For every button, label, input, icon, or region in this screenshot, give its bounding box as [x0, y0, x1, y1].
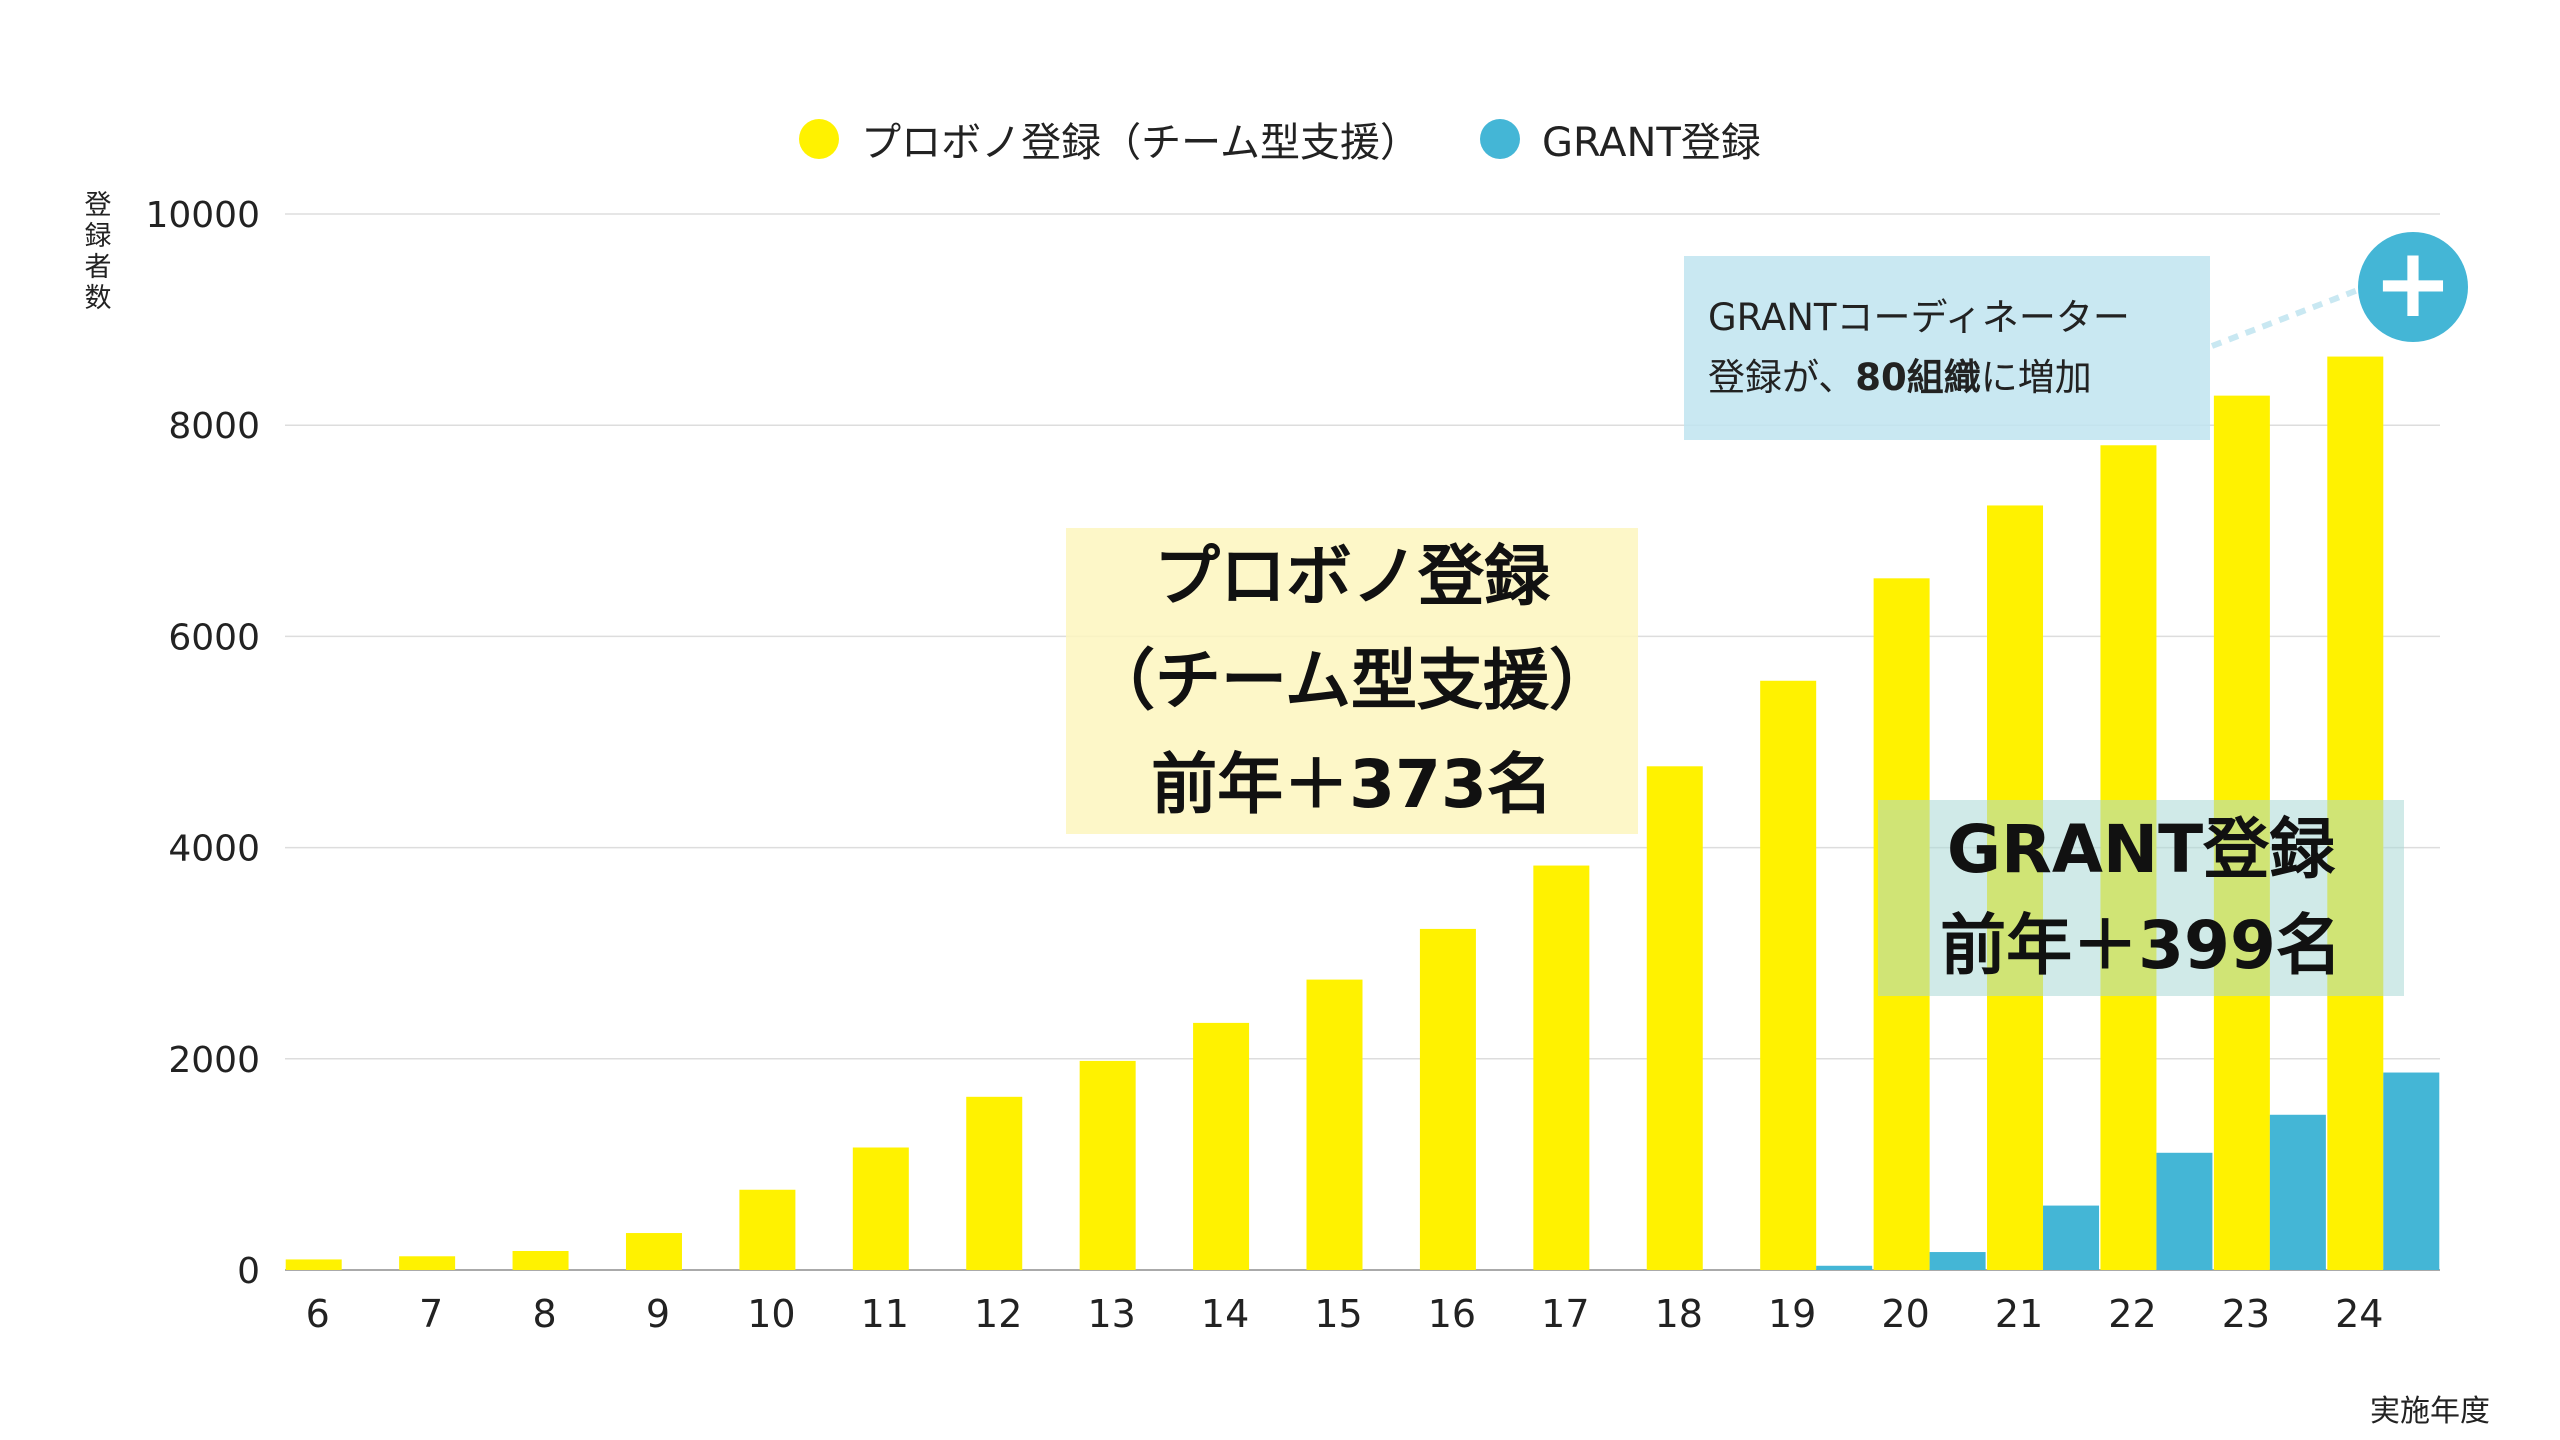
annotation-coordinator-line2: 登録が、80組織に増加: [1708, 348, 2092, 408]
y-axis-label: 登録者数: [78, 190, 118, 314]
legend: プロボノ登録（チーム型支援） GRANT登録: [0, 110, 2560, 168]
x-axis-label: 実施年度: [2370, 1394, 2490, 1429]
x-tick-label: 20: [1881, 1292, 1929, 1336]
bar-grant: [1929, 1252, 1986, 1270]
x-tick-label: 22: [2108, 1292, 2156, 1336]
bar-probono: [399, 1256, 456, 1270]
legend-swatch-grant: [1479, 119, 1520, 159]
x-tick-label: 6: [306, 1292, 330, 1336]
y-tick-label: 2000: [168, 1040, 260, 1081]
bar-grant: [1816, 1265, 1873, 1270]
annotation-grant: GRANT登録 前年＋399名: [1878, 800, 2404, 996]
bar-probono: [512, 1250, 569, 1270]
y-tick-label: 6000: [168, 617, 260, 658]
x-tick-label: 18: [1655, 1292, 1703, 1336]
annotation-probono-line3: 前年＋373名: [1151, 746, 1553, 823]
y-tick-label: 0: [237, 1251, 260, 1292]
x-tick-label: 9: [646, 1292, 670, 1336]
y-axis-label-char: 者: [84, 252, 112, 283]
bar-grant: [2269, 1114, 2326, 1270]
x-tick-label: 17: [1541, 1292, 1589, 1336]
y-axis-label-char: 録: [84, 221, 112, 252]
x-tick-label: 8: [532, 1292, 556, 1336]
annotation-coordinator-suffix: に増加: [1980, 356, 2092, 399]
x-tick-label: 19: [1768, 1292, 1816, 1336]
connector-line: [2210, 287, 2360, 349]
x-tick-label: 11: [861, 1292, 909, 1336]
bar-probono: [1646, 766, 1703, 1270]
bar-probono: [1760, 680, 1817, 1270]
bar-probono: [1306, 979, 1363, 1270]
y-tick-label: 10000: [145, 195, 260, 236]
legend-label-grant: GRANT登録: [1541, 120, 1761, 166]
annotation-coordinator-count: 80組織: [1855, 356, 1981, 399]
plus-icon[interactable]: +: [2358, 232, 2468, 342]
x-tick-label: 15: [1314, 1292, 1362, 1336]
bar-probono: [1533, 865, 1590, 1270]
y-axis-label-char: 登: [84, 190, 112, 221]
legend-item-probono: プロボノ登録（チーム型支援）: [799, 110, 1420, 168]
bar-probono: [852, 1147, 909, 1270]
x-tick-label: 14: [1201, 1292, 1249, 1336]
bar-probono: [739, 1189, 796, 1270]
annotation-probono: プロボノ登録 （チーム型支援） 前年＋373名: [1066, 528, 1638, 834]
annotation-coordinator: GRANTコーディネーター 登録が、80組織に増加: [1684, 256, 2210, 440]
legend-label-probono: プロボノ登録（チーム型支援）: [861, 120, 1420, 166]
legend-swatch-probono: [799, 119, 840, 159]
y-tick-label: 4000: [168, 829, 260, 870]
x-tick-label: 7: [419, 1292, 443, 1336]
bar-probono: [285, 1259, 342, 1270]
x-tick-label: 12: [974, 1292, 1022, 1336]
x-tick-label: 13: [1087, 1292, 1135, 1336]
annotation-probono-line1: プロボノ登録: [1154, 538, 1550, 615]
y-axis-label-char: 数: [84, 283, 112, 314]
legend-item-grant: GRANT登録: [1479, 110, 1761, 168]
x-tick-label: 24: [2335, 1292, 2383, 1336]
bar-probono: [966, 1096, 1023, 1270]
annotation-coordinator-line1: GRANTコーディネーター: [1708, 296, 2130, 339]
annotation-probono-line2: （チーム型支援）: [1088, 642, 1616, 719]
bar-probono: [1193, 1022, 1250, 1270]
bar-probono: [1079, 1060, 1136, 1270]
y-tick-label: 8000: [168, 406, 260, 447]
x-tick-label: 23: [2222, 1292, 2270, 1336]
x-tick-label: 16: [1428, 1292, 1476, 1336]
bar-probono: [1419, 928, 1476, 1270]
annotation-grant-line1: GRANT登録: [1946, 811, 2336, 888]
bar-grant: [2156, 1152, 2213, 1270]
bar-grant: [2383, 1072, 2440, 1270]
x-tick-label: 10: [747, 1292, 795, 1336]
annotation-coordinator-prefix: 登録が、: [1708, 356, 1856, 399]
bar-probono: [625, 1233, 682, 1270]
bar-grant: [2043, 1205, 2100, 1270]
annotation-grant-line2: 前年＋399名: [1940, 907, 2342, 984]
x-tick-label: 21: [1995, 1292, 2043, 1336]
